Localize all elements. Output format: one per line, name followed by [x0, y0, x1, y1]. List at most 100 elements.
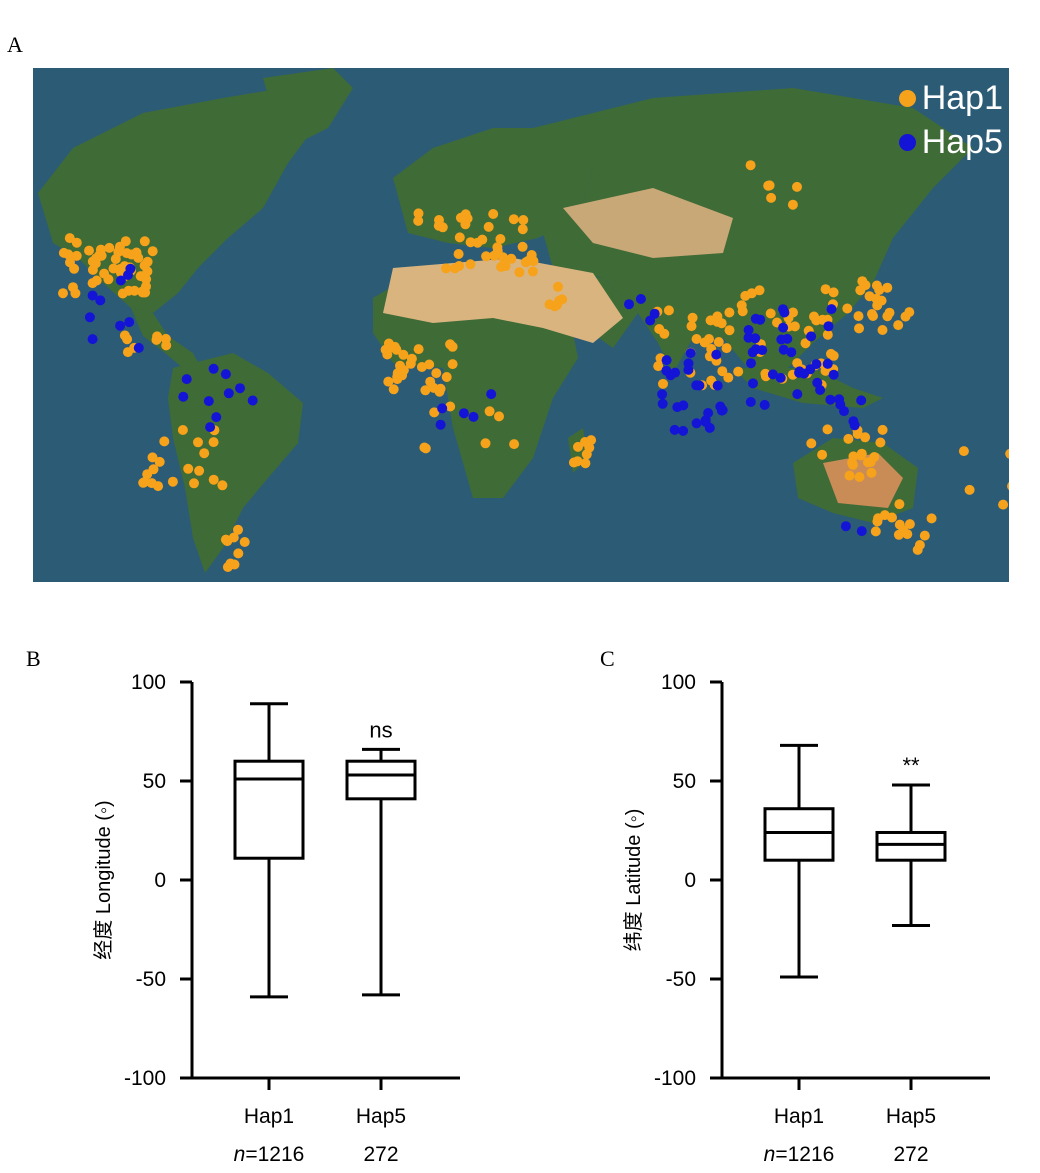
map-point-hap5: [124, 317, 135, 328]
sample-size-label: 272: [893, 1143, 928, 1166]
map-point-hap1: [856, 448, 867, 459]
map-point-hap5: [786, 347, 797, 358]
box-hap5: [345, 747, 417, 997]
map-point-hap1: [139, 236, 150, 247]
map-point-hap5: [657, 389, 668, 400]
map-point-hap1: [663, 305, 674, 316]
map-point-hap5: [657, 398, 668, 409]
legend-hap1-marker: [898, 89, 916, 107]
map-point-hap1: [843, 433, 854, 444]
map-point-hap5: [678, 400, 689, 411]
map-point-hap1: [857, 276, 868, 287]
map-point-hap1: [460, 209, 471, 220]
desert-sahara-arabia: [383, 258, 623, 343]
map-point-hap1: [154, 456, 165, 467]
map-point-hap1: [465, 259, 476, 270]
map-point-hap1: [746, 288, 757, 299]
map-legend: Hap1 Hap5: [898, 76, 1003, 164]
map-point-hap1: [811, 315, 822, 326]
map-point-hap1: [383, 376, 394, 387]
map-point-hap1: [434, 215, 444, 225]
box-iqr: [763, 807, 835, 862]
map-point-hap1: [489, 250, 500, 261]
map-point-hap1: [199, 448, 210, 459]
map-point-hap5: [181, 374, 192, 385]
map-point-hap1: [58, 288, 68, 299]
map-point-hap1: [733, 366, 744, 377]
map-point-hap5: [826, 304, 837, 315]
map-point-hap5: [775, 372, 786, 383]
map-point-hap5: [704, 422, 715, 433]
map-point-hap1: [806, 438, 817, 449]
map-point-hap1: [581, 449, 592, 460]
map-point-hap1: [225, 558, 236, 569]
map-point-hap5: [840, 521, 851, 532]
map-point-hap1: [239, 537, 250, 547]
map-point-hap5: [825, 394, 836, 405]
y-tick-label: 0: [154, 869, 166, 892]
map-point-hap1: [788, 307, 798, 318]
map-point-hap1: [447, 359, 458, 370]
y-tick-label: 50: [673, 770, 696, 793]
box-hap5: [875, 783, 947, 928]
map-point-hap1: [724, 307, 735, 318]
map-point-hap1: [914, 540, 925, 550]
map-point-hap5: [778, 344, 789, 355]
map-point-hap1: [586, 435, 597, 446]
map-point-hap5: [624, 299, 634, 310]
y-tick-label: 100: [661, 671, 696, 694]
map-point-hap5: [750, 333, 761, 344]
map-point-hap5: [828, 369, 839, 380]
box-iqr: [875, 830, 947, 862]
box-iqr: [345, 759, 417, 801]
map-point-hap1: [119, 330, 130, 341]
map-point-hap1: [113, 246, 124, 257]
map-point-hap1: [765, 308, 776, 319]
map-point-hap5: [779, 307, 790, 318]
map-point-hap1: [506, 253, 517, 264]
map-point-hap1: [893, 320, 904, 331]
map-point-hap1: [64, 233, 75, 244]
map-point-hap1: [998, 499, 1009, 510]
panel-label-a: A: [7, 32, 23, 57]
map-point-hap1: [872, 516, 883, 527]
map-point-hap1: [147, 246, 158, 257]
map-point-hap1: [958, 446, 969, 457]
map-point-hap5: [458, 408, 469, 419]
map-point-hap1: [518, 215, 529, 225]
map-point-hap1: [848, 451, 859, 462]
map-point-hap1: [658, 378, 668, 389]
map-point-hap1: [898, 525, 909, 536]
map-point-hap1: [495, 234, 506, 244]
y-tick-label: 0: [684, 869, 696, 892]
map-point-hap5: [635, 294, 646, 304]
map-point-hap1: [183, 463, 194, 474]
map-point-hap1: [434, 386, 445, 397]
map-point-hap1: [70, 288, 81, 299]
map-point-hap1: [126, 249, 137, 260]
y-axis-label: 纬度 Latitude (◦): [622, 809, 645, 952]
map-point-hap5: [856, 395, 867, 406]
map-point-hap1: [820, 284, 831, 295]
map-point-hap5: [811, 359, 822, 370]
map-point-hap1: [653, 361, 664, 372]
map-point-hap5: [743, 325, 754, 335]
map-point-hap1: [866, 467, 877, 478]
map-point-hap5: [823, 321, 834, 332]
map-point-hap1: [686, 321, 697, 332]
map-point-hap1: [822, 329, 833, 340]
map-point-hap1: [65, 257, 75, 268]
map-point-hap1: [388, 384, 399, 395]
map-point-hap1: [854, 323, 864, 334]
map-point-hap5: [645, 315, 656, 326]
world-map-canvas: [33, 68, 1009, 582]
map-point-hap1: [875, 437, 886, 448]
map-point-hap1: [766, 192, 777, 203]
map-point-hap5: [486, 389, 497, 400]
map-point-hap1: [220, 534, 231, 545]
map-point-hap5: [95, 295, 106, 306]
map-point-hap1: [527, 266, 538, 277]
map-point-hap1: [872, 300, 883, 311]
y-tick-label: -50: [136, 968, 166, 991]
map-point-hap1: [194, 465, 205, 476]
